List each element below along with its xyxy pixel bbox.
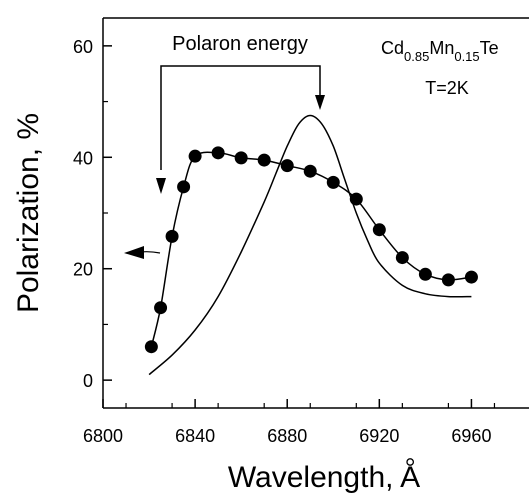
polaron-bracket [160, 65, 321, 170]
y-tick-label: 0 [83, 371, 93, 391]
data-point [280, 159, 294, 173]
y-axis-label: Polarization, % [12, 113, 45, 313]
x-tick-label: 6920 [359, 426, 399, 446]
x-tick-label: 6840 [175, 426, 215, 446]
data-point [234, 151, 248, 165]
data-point [177, 180, 191, 194]
data-series [144, 114, 478, 376]
polaron-energy-label: Polaron energy [172, 33, 308, 55]
data-point [188, 149, 202, 163]
y-tick-label: 60 [73, 37, 93, 57]
x-tick-label: 6960 [451, 426, 491, 446]
data-point [395, 251, 409, 265]
polaron-arrowhead-left [156, 178, 166, 194]
data-point [372, 223, 386, 237]
data-point [211, 146, 225, 160]
series-2-line [148, 114, 472, 376]
y-axis-pointer [124, 246, 161, 259]
data-point [154, 301, 168, 315]
data-point [303, 164, 317, 178]
temperature-label: T=2K [425, 78, 469, 98]
data-point [464, 270, 478, 284]
series-1-line [150, 151, 472, 347]
data-point [144, 340, 158, 354]
data-point [441, 273, 455, 287]
data-point [165, 229, 179, 243]
y-tick-label: 20 [73, 260, 93, 280]
data-point [326, 175, 340, 189]
x-tick-label: 6800 [83, 426, 123, 446]
y-tick-label: 40 [73, 148, 93, 168]
data-point [257, 153, 271, 167]
x-tick-label: 6880 [267, 426, 307, 446]
data-point [418, 267, 432, 281]
angstrom-ring [406, 458, 415, 466]
x-axis-label: Wavelength, A [228, 461, 420, 494]
sample-label: Cd0.85Mn0.15Te [381, 38, 499, 64]
polaron-arrowhead-right [315, 95, 325, 110]
polaron-annotation: Polaron energy [156, 33, 325, 194]
axis-ticks: 6800 6840 6880 6920 6960 0 20 40 60 [73, 37, 496, 446]
